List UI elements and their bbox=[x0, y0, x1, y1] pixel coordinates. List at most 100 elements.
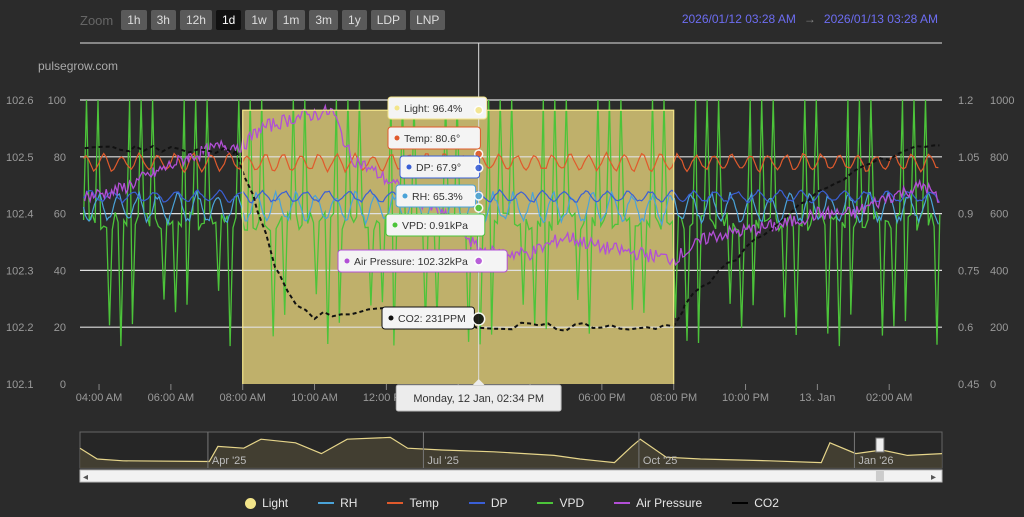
tooltip-label: DP: 67.9° bbox=[416, 162, 461, 174]
x-tick-label: 06:00 AM bbox=[148, 392, 194, 404]
tooltip-box bbox=[337, 249, 508, 273]
y-tick-label-percent: 100 bbox=[48, 95, 66, 107]
x-tick-label: 10:00 PM bbox=[722, 392, 769, 404]
y-tick-label-air-pressure: 102.1 bbox=[6, 379, 34, 391]
legend-swatch-co2 bbox=[732, 502, 749, 504]
navigator-line bbox=[79, 436, 943, 464]
series-vpd bbox=[82, 99, 941, 347]
date-pointer bbox=[472, 379, 485, 385]
y-tick-label-vpd: 0.6 bbox=[958, 322, 973, 334]
legend-item-co2[interactable]: CO2 bbox=[732, 494, 779, 512]
zoom-label: Zoom bbox=[80, 12, 114, 28]
y-tick-label-percent: 40 bbox=[54, 265, 66, 277]
zoom-bar: Zoom 1h 3h 12h 1d 1w 1m 3m 1y LDP LNP bbox=[80, 10, 446, 30]
range-to[interactable]: 2026/01/13 03:28 AM bbox=[823, 12, 938, 26]
y-tick-label-percent: 20 bbox=[54, 322, 66, 334]
zoom-button-3h[interactable]: 3h bbox=[150, 10, 176, 30]
watermark: pulsegrow.com bbox=[38, 59, 118, 73]
date-range: 2026/01/12 03:28 AM → 2026/01/13 03:28 A… bbox=[682, 12, 938, 26]
legend-label: RH bbox=[340, 496, 358, 510]
tooltip-dot bbox=[406, 164, 412, 170]
zoom-button-1d[interactable]: 1d bbox=[215, 10, 242, 30]
y-tick-label-percent: 0 bbox=[60, 379, 66, 391]
tooltip-date: Monday, 12 Jan, 02:34 PM bbox=[395, 379, 562, 412]
scrollbar-track bbox=[79, 469, 943, 483]
legend-item-temp[interactable]: Temp bbox=[387, 494, 439, 512]
x-tick-label: 08:00 PM bbox=[650, 392, 697, 404]
tooltip-dot bbox=[344, 258, 350, 264]
x-tick-label: 08:00 AM bbox=[219, 392, 265, 404]
y-tick-label-percent: 80 bbox=[54, 152, 66, 164]
zoom-button-1w[interactable]: 1w bbox=[245, 10, 273, 30]
zoom-button-ldp[interactable]: LDP bbox=[370, 10, 407, 30]
series-co2 bbox=[84, 144, 940, 332]
navigator-handle[interactable] bbox=[875, 437, 885, 453]
legend-item-dp[interactable]: DP bbox=[468, 494, 508, 512]
navigator-label: Oct '25 bbox=[643, 455, 678, 467]
tooltip-box bbox=[387, 126, 481, 150]
y-tick-label-air-pressure: 102.2 bbox=[6, 322, 34, 334]
x-tick-label: 13. Jan bbox=[799, 392, 835, 404]
y-tick-label-air-pressure: 102.3 bbox=[6, 265, 34, 277]
x-tick-label: 04:00 AM bbox=[76, 392, 122, 404]
zoom-button-1m[interactable]: 1m bbox=[276, 10, 306, 30]
legend: Light RH Temp DP VPD Air Pressure CO2 bbox=[0, 494, 1024, 512]
series-marker bbox=[473, 105, 484, 115]
y-tick-label-co2: 0 bbox=[990, 379, 996, 391]
tooltip-vpd: VPD: 0.91kPa bbox=[385, 203, 486, 237]
chart[interactable]: pulsegrow.com 102.1 0 0.45 0 102.2 20 0.6 200 102… bbox=[0, 0, 1024, 490]
legend-swatch-rh bbox=[318, 502, 335, 504]
zoom-button-12h[interactable]: 12h bbox=[179, 10, 212, 30]
legend-label: Air Pressure bbox=[636, 496, 703, 510]
zoom-button-lnp[interactable]: LNP bbox=[410, 10, 446, 30]
series-marker bbox=[471, 312, 486, 326]
legend-label: CO2 bbox=[754, 496, 779, 510]
y-tick-label-vpd: 0.45 bbox=[958, 379, 979, 391]
legend-item-air-pressure[interactable]: Air Pressure bbox=[614, 494, 702, 512]
legend-swatch-light bbox=[245, 497, 257, 509]
series-marker bbox=[473, 163, 484, 173]
tooltip-light: Light: 96.4% bbox=[387, 96, 488, 120]
tooltip-dp: DP: 67.9° bbox=[399, 155, 484, 179]
legend-item-vpd[interactable]: VPD bbox=[537, 494, 584, 512]
legend-item-light[interactable]: Light bbox=[245, 494, 288, 512]
series-marker bbox=[473, 256, 484, 266]
y-tick-label-percent: 60 bbox=[54, 209, 66, 221]
y-tick-label-vpd: 1.2 bbox=[958, 95, 973, 107]
y-tick-label-co2: 600 bbox=[990, 209, 1008, 221]
range-from[interactable]: 2026/01/12 03:28 AM bbox=[681, 12, 796, 26]
legend-item-rh[interactable]: RH bbox=[318, 494, 357, 512]
date-label: Monday, 12 Jan, 02:34 PM bbox=[413, 393, 544, 405]
tooltip-dot bbox=[392, 222, 398, 228]
tooltip-label: Air Pressure: 102.32kPa bbox=[354, 256, 468, 268]
y-tick-label-co2: 1000 bbox=[990, 95, 1014, 107]
series-dp bbox=[83, 188, 940, 205]
series-marker bbox=[473, 203, 484, 213]
y-tick-label-vpd: 0.75 bbox=[958, 265, 979, 277]
tooltip-box bbox=[385, 213, 486, 237]
y-tick-label-co2: 400 bbox=[990, 265, 1008, 277]
y-tick-label-air-pressure: 102.6 bbox=[6, 95, 34, 107]
navigator-label: Apr '25 bbox=[212, 455, 247, 467]
tooltip-box bbox=[387, 96, 488, 120]
y-tick-label-co2: 200 bbox=[990, 322, 1008, 334]
tooltip-label: VPD: 0.91kPa bbox=[402, 220, 468, 232]
y-tick-label-vpd: 0.9 bbox=[958, 209, 973, 221]
zoom-button-3m[interactable]: 3m bbox=[309, 10, 339, 30]
y-tick-label-vpd: 1.05 bbox=[958, 152, 979, 164]
scrollbar[interactable]: ◂ ▸ bbox=[79, 469, 943, 483]
zoom-button-1y[interactable]: 1y bbox=[342, 10, 367, 30]
legend-label: Light bbox=[262, 496, 289, 510]
legend-label: Temp bbox=[409, 496, 439, 510]
legend-label: DP bbox=[490, 496, 508, 510]
y-tick-label-co2: 800 bbox=[990, 152, 1008, 164]
zoom-button-1h[interactable]: 1h bbox=[121, 10, 147, 30]
tooltip-temp: Temp: 80.6° bbox=[387, 126, 484, 159]
legend-swatch-air-pressure bbox=[614, 502, 631, 504]
tooltip-rh: RH: 65.3% bbox=[395, 184, 484, 208]
navigator-area bbox=[80, 437, 942, 468]
tooltip-label: Temp: 80.6° bbox=[404, 133, 460, 145]
legend-label: VPD bbox=[559, 496, 585, 510]
x-tick-label: 02:00 AM bbox=[866, 392, 912, 404]
tooltip-dot bbox=[402, 193, 408, 199]
